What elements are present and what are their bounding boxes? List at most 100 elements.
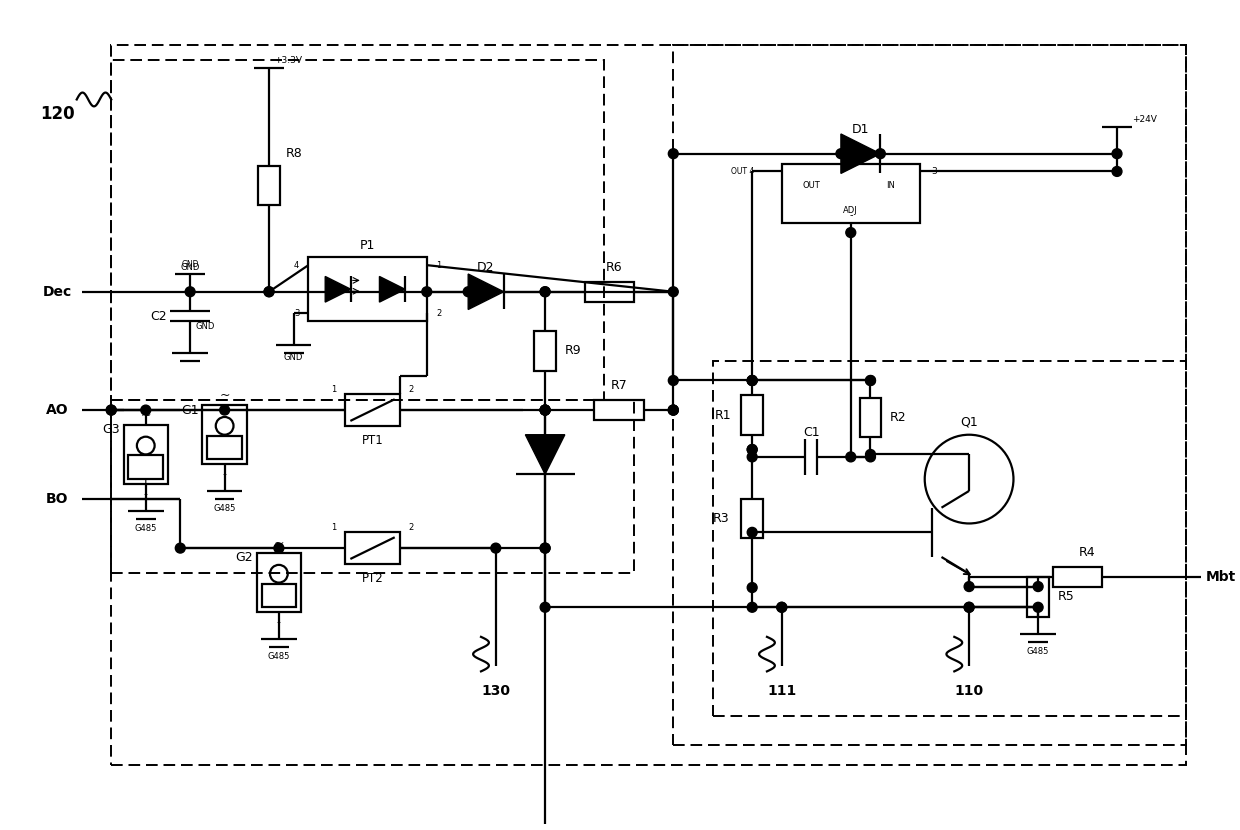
Text: -: -: [223, 469, 227, 479]
Circle shape: [748, 445, 758, 455]
Circle shape: [264, 287, 274, 296]
Circle shape: [541, 405, 551, 415]
Text: PT1: PT1: [362, 434, 383, 447]
Text: U1: U1: [842, 145, 859, 159]
Text: R5: R5: [1058, 590, 1074, 603]
Text: 130: 130: [481, 684, 511, 698]
Circle shape: [748, 583, 758, 593]
Bar: [346, 394, 399, 426]
Polygon shape: [325, 276, 351, 302]
Text: Mbt: Mbt: [1205, 569, 1236, 583]
Text: 110: 110: [955, 684, 983, 698]
Text: GND: GND: [181, 262, 200, 271]
Bar: [742, 395, 763, 435]
Circle shape: [776, 603, 786, 613]
Bar: [1027, 577, 1049, 617]
Polygon shape: [841, 134, 880, 173]
Circle shape: [541, 287, 551, 296]
Circle shape: [541, 287, 551, 296]
Circle shape: [875, 149, 885, 159]
Text: D2: D2: [477, 261, 495, 274]
Circle shape: [668, 375, 678, 385]
Circle shape: [846, 227, 856, 237]
Text: PT2: PT2: [362, 572, 383, 585]
Bar: [584, 282, 634, 301]
Circle shape: [541, 405, 551, 415]
Text: +: +: [140, 477, 151, 491]
Bar: [781, 164, 920, 222]
Text: -: -: [277, 617, 281, 627]
Circle shape: [491, 543, 501, 553]
Circle shape: [219, 405, 229, 415]
Circle shape: [668, 149, 678, 159]
Text: R2: R2: [890, 411, 906, 424]
Bar: [713, 361, 1185, 715]
Bar: [742, 499, 763, 539]
Bar: [258, 166, 280, 206]
Bar: [673, 45, 1185, 745]
Text: C1: C1: [804, 426, 820, 439]
Circle shape: [422, 287, 432, 296]
Circle shape: [1033, 582, 1043, 592]
Circle shape: [965, 582, 975, 592]
Text: IN: IN: [885, 181, 894, 190]
Circle shape: [264, 287, 274, 296]
Text: 1: 1: [331, 523, 336, 532]
Polygon shape: [379, 276, 405, 302]
Text: 111: 111: [768, 684, 796, 698]
Text: 2: 2: [436, 309, 441, 318]
Circle shape: [541, 405, 551, 415]
Circle shape: [1112, 167, 1122, 177]
Text: GND: GND: [195, 322, 215, 331]
Bar: [129, 456, 162, 479]
Circle shape: [668, 287, 678, 296]
Text: -: -: [849, 210, 853, 220]
Text: OUT 4: OUT 4: [730, 167, 754, 176]
Circle shape: [965, 603, 975, 613]
Text: G3: G3: [103, 423, 120, 437]
Text: G2: G2: [236, 551, 253, 564]
Bar: [124, 425, 167, 484]
Circle shape: [541, 405, 551, 415]
Text: R8: R8: [285, 147, 303, 160]
Text: 1: 1: [331, 385, 336, 394]
Circle shape: [185, 287, 195, 296]
Text: G485: G485: [213, 504, 236, 513]
Circle shape: [748, 527, 758, 537]
Bar: [112, 400, 634, 573]
Bar: [346, 532, 399, 564]
Bar: [859, 398, 882, 437]
Text: R7: R7: [610, 379, 627, 392]
Text: R1: R1: [714, 408, 730, 422]
Polygon shape: [469, 274, 503, 310]
Circle shape: [965, 603, 975, 613]
Polygon shape: [526, 435, 565, 474]
Text: ADJ: ADJ: [843, 207, 858, 216]
Text: -: -: [144, 489, 148, 499]
Text: 120: 120: [40, 105, 74, 124]
Circle shape: [776, 603, 786, 613]
Circle shape: [1112, 149, 1122, 159]
Text: P1: P1: [360, 239, 376, 251]
Text: GND: GND: [181, 260, 198, 269]
Text: R9: R9: [564, 344, 582, 358]
Bar: [309, 257, 427, 321]
Text: GND: GND: [284, 354, 304, 363]
Circle shape: [748, 375, 758, 385]
Circle shape: [748, 603, 758, 613]
Bar: [202, 405, 247, 464]
Text: 3: 3: [294, 309, 299, 318]
Bar: [257, 553, 301, 613]
Text: 2: 2: [409, 385, 414, 394]
Circle shape: [748, 375, 758, 385]
Circle shape: [668, 405, 678, 415]
Circle shape: [668, 405, 678, 415]
Bar: [534, 331, 556, 371]
Circle shape: [541, 603, 551, 613]
Text: 4: 4: [294, 261, 299, 270]
Text: OUT: OUT: [802, 181, 820, 190]
Circle shape: [107, 405, 117, 415]
Text: R6: R6: [606, 261, 622, 274]
Circle shape: [1033, 603, 1043, 613]
Text: ~: ~: [140, 408, 151, 422]
